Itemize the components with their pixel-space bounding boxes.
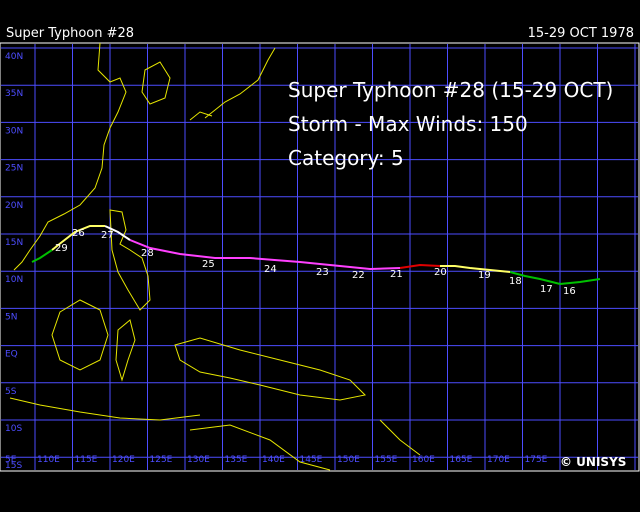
track-segment [440, 265, 511, 273]
coastline [51, 299, 109, 371]
info-line: Category: 5 [288, 146, 404, 170]
header-date: 15-29 OCT 1978 [528, 26, 634, 41]
lat-label: 15N [5, 238, 23, 248]
lon-label: 140E [262, 455, 285, 465]
lon-label: 110E [37, 455, 60, 465]
lat-label: EQ [5, 350, 18, 360]
track-segment [31, 249, 53, 263]
coastline [109, 209, 151, 311]
lat-label: 5N [5, 312, 17, 322]
lat-label: 40N [5, 52, 23, 62]
day-label: 26 [72, 228, 85, 239]
lat-label: 20N [5, 201, 23, 211]
lon-label: 5E [5, 455, 17, 465]
track-segment [129, 239, 401, 271]
day-label: 22 [352, 270, 365, 281]
lon-label: 165E [450, 455, 473, 465]
coastline [115, 319, 136, 382]
logo: © UNISYS [560, 455, 626, 469]
coastline [174, 337, 367, 401]
lon-label: 135E [225, 455, 248, 465]
day-label: 21 [390, 269, 403, 280]
lon-label: 155E [375, 455, 398, 465]
lat-label: 5S [5, 387, 17, 397]
lon-label: 125E [150, 455, 173, 465]
coastline [189, 47, 276, 121]
day-label: 20 [434, 267, 447, 278]
day-label: 29 [55, 243, 68, 254]
lon-label: 175E [525, 455, 548, 465]
lat-label: 10S [5, 424, 22, 434]
track-segment [104, 225, 131, 241]
coastline [13, 42, 127, 271]
lon-label: 150E [337, 455, 360, 465]
track-segment [51, 225, 105, 251]
lon-label: 145E [300, 455, 323, 465]
day-label: 27 [101, 230, 114, 241]
lat-label: 35N [5, 89, 23, 99]
day-label: 17 [540, 284, 553, 295]
day-label: 28 [141, 248, 154, 259]
coastline [9, 397, 421, 471]
lat-label: 30N [5, 126, 23, 136]
info-box: Super Typhoon #28 (15-29 OCT) Storm - Ma… [288, 78, 613, 170]
lat-label: 10N [5, 275, 23, 285]
lon-label: 170E [487, 455, 510, 465]
lon-label: 115E [75, 455, 98, 465]
day-labels: 29 26 27 28 25 24 23 22 21 20 19 18 17 16 [55, 228, 576, 297]
coastline [141, 61, 171, 105]
info-line: Storm - Max Winds: 150 [288, 112, 528, 136]
day-label: 24 [264, 264, 277, 275]
info-line: Super Typhoon #28 (15-29 OCT) [288, 78, 613, 102]
storm-track [31, 225, 601, 286]
track-segment [509, 271, 601, 286]
map-frame [0, 42, 640, 472]
lon-label: 130E [187, 455, 210, 465]
day-label: 18 [509, 276, 522, 287]
day-label: 25 [202, 259, 215, 270]
lat-label: 25N [5, 164, 23, 174]
lon-label: 160E [412, 455, 435, 465]
coastlines [9, 42, 421, 471]
day-label: 16 [563, 286, 576, 297]
lon-label: 120E [112, 455, 135, 465]
day-label: 19 [478, 270, 491, 281]
header-title: Super Typhoon #28 [6, 26, 134, 41]
lat-label: 15S [5, 461, 22, 471]
day-label: 23 [316, 267, 329, 278]
track-segment [399, 263, 441, 269]
